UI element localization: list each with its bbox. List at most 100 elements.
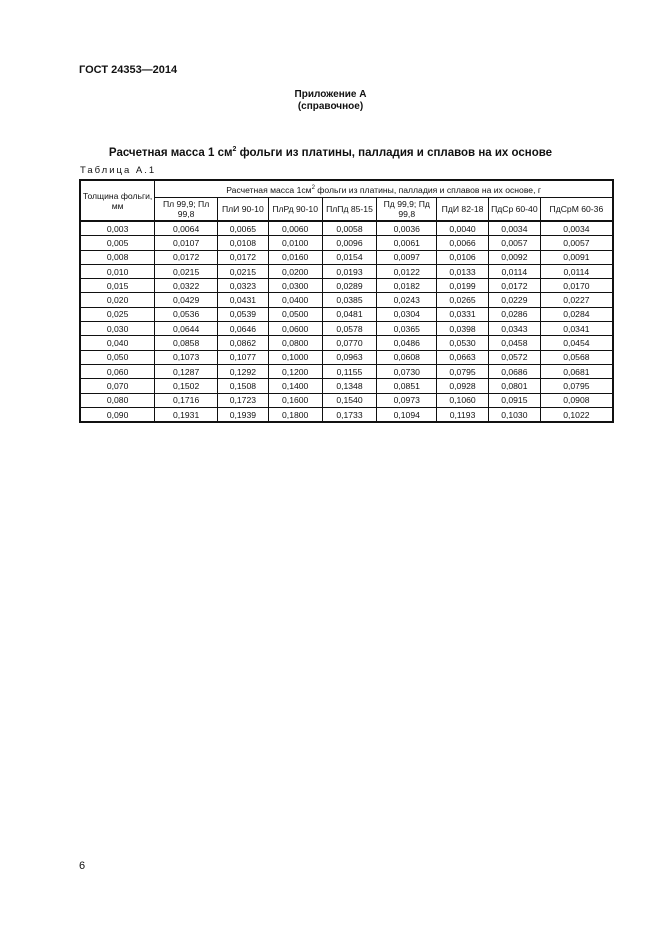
mass-cell: 0,0133 bbox=[436, 263, 489, 280]
mass-cell: 0,0227 bbox=[539, 292, 614, 308]
mass-cell: 0,0973 bbox=[376, 392, 438, 408]
mass-cell: 0,0800 bbox=[267, 335, 323, 351]
mass-cell: 0,1077 bbox=[216, 349, 269, 365]
mass-cell: 0,0096 bbox=[321, 235, 378, 251]
group-header-sup: 2 bbox=[311, 185, 315, 192]
thickness-cell: 0,005 bbox=[79, 235, 156, 251]
mass-cell: 0,0092 bbox=[487, 249, 541, 265]
mass-cell: 0,1094 bbox=[376, 406, 438, 423]
thickness-cell: 0,025 bbox=[79, 306, 156, 323]
thickness-cell: 0,070 bbox=[79, 378, 156, 394]
mass-cell: 0,0091 bbox=[539, 249, 614, 265]
mass-cell: 0,0795 bbox=[539, 378, 614, 394]
thickness-cell: 0,010 bbox=[79, 263, 156, 280]
mass-cell: 0,0572 bbox=[487, 349, 541, 365]
mass-cell: 0,0646 bbox=[216, 321, 269, 337]
mass-cell: 0,0066 bbox=[436, 235, 489, 251]
mass-cell: 0,0343 bbox=[487, 321, 541, 337]
mass-cell: 0,0323 bbox=[216, 278, 269, 294]
thickness-cell: 0,050 bbox=[79, 349, 156, 365]
table-title: Расчетная масса 1 см2 фольги из платины,… bbox=[0, 146, 661, 159]
table-row: 0,060 0,1287 0,1292 0,1200 0,1155 0,0730 0,079… bbox=[79, 363, 614, 380]
thickness-cell: 0,020 bbox=[79, 292, 156, 308]
mass-cell: 0,0284 bbox=[539, 306, 614, 323]
thickness-cell: 0,015 bbox=[79, 278, 156, 294]
mass-cell: 0,0331 bbox=[436, 306, 489, 323]
thickness-cell: 0,090 bbox=[79, 406, 156, 423]
mass-cell: 0,1073 bbox=[154, 349, 218, 365]
mass-cell: 0,0536 bbox=[154, 306, 218, 323]
column-header: ПлИ 90-10 bbox=[216, 197, 269, 222]
mass-cell: 0,1030 bbox=[487, 406, 541, 423]
mass-cell: 0,0122 bbox=[376, 263, 438, 280]
title-text: Расчетная масса 1 см bbox=[108, 146, 233, 159]
appendix-subtitle: (справочное) bbox=[297, 101, 364, 112]
mass-cell: 0,0458 bbox=[487, 335, 541, 351]
thickness-cell: 0,080 bbox=[79, 392, 156, 408]
mass-cell: 0,0160 bbox=[267, 249, 323, 265]
mass-cell: 0,0064 bbox=[154, 220, 218, 237]
thickness-header: Толщина фольги, мм bbox=[79, 179, 156, 222]
mass-cell: 0,0034 bbox=[487, 220, 541, 237]
table-row: 0,005 0,0107 0,0108 0,0100 0,0096 0,0061 0,006… bbox=[79, 235, 614, 251]
mass-cell: 0,0243 bbox=[376, 292, 438, 308]
mass-cell: 0,0114 bbox=[487, 263, 541, 280]
mass-cell: 0,0322 bbox=[154, 278, 218, 294]
mass-cell: 0,0600 bbox=[267, 321, 323, 337]
mass-cell: 0,1022 bbox=[539, 406, 614, 423]
column-header: Пд 99,9; Пд 99,8 bbox=[376, 197, 438, 222]
mass-cell: 0,0431 bbox=[216, 292, 269, 308]
thickness-cell: 0,060 bbox=[79, 363, 156, 380]
mass-cell: 0,0182 bbox=[376, 278, 438, 294]
table-row: 0,070 0,1502 0,1508 0,1400 0,1348 0,0851 0,092… bbox=[79, 378, 614, 394]
mass-cell: 0,0862 bbox=[216, 335, 269, 351]
mass-cell: 0,0568 bbox=[539, 349, 614, 365]
mass-cell: 0,0229 bbox=[487, 292, 541, 308]
thickness-cell: 0,040 bbox=[79, 335, 156, 351]
mass-cell: 0,0686 bbox=[487, 363, 541, 380]
column-header: ПдСрМ 60-36 bbox=[539, 197, 614, 222]
column-header: ПлПд 85-15 bbox=[321, 197, 378, 222]
mass-cell: 0,0539 bbox=[216, 306, 269, 323]
mass-cell: 0,0193 bbox=[321, 263, 378, 280]
mass-cell: 0,0795 bbox=[436, 363, 489, 380]
mass-cell: 0,0114 bbox=[539, 263, 614, 280]
table-row: 0,025 0,0536 0,0539 0,0500 0,0481 0,0304 0,033… bbox=[79, 306, 614, 323]
mass-cell: 0,0057 bbox=[539, 235, 614, 251]
mass-cell: 0,0289 bbox=[321, 278, 378, 294]
table-row: 0,020 0,0429 0,0431 0,0400 0,0385 0,0243 0,026… bbox=[79, 292, 614, 308]
mass-cell: 0,1716 bbox=[154, 392, 218, 408]
mass-cell: 0,0530 bbox=[436, 335, 489, 351]
mass-table: Толщина фольги, мм Расчетная масса 1см2 … bbox=[79, 179, 614, 424]
mass-cell: 0,1502 bbox=[154, 378, 218, 394]
mass-cell: 0,0385 bbox=[321, 292, 378, 308]
mass-cell: 0,0429 bbox=[154, 292, 218, 308]
group-header: Расчетная масса 1см2 фольги из платины, … bbox=[154, 179, 614, 198]
table-row: 0,030 0,0644 0,0646 0,0600 0,0578 0,0365 0,039… bbox=[79, 321, 614, 337]
mass-cell: 0,1348 bbox=[321, 378, 378, 394]
mass-cell: 0,0908 bbox=[539, 392, 614, 408]
mass-cell: 0,0400 bbox=[267, 292, 323, 308]
thickness-cell: 0,008 bbox=[79, 249, 156, 265]
mass-cell: 0,1400 bbox=[267, 378, 323, 394]
mass-cell: 0,1800 bbox=[267, 406, 323, 423]
mass-cell: 0,1723 bbox=[216, 392, 269, 408]
title-text-rest: фольги из платины, палладия и сплавов на… bbox=[236, 146, 553, 159]
mass-cell: 0,1193 bbox=[436, 406, 489, 423]
mass-cell: 0,0858 bbox=[154, 335, 218, 351]
mass-cell: 0,1600 bbox=[267, 392, 323, 408]
mass-cell: 0,0500 bbox=[267, 306, 323, 323]
mass-cell: 0,0608 bbox=[376, 349, 438, 365]
mass-cell: 0,0200 bbox=[267, 263, 323, 280]
mass-cell: 0,0454 bbox=[539, 335, 614, 351]
table-row: 0,050 0,1073 0,1077 0,1000 0,0963 0,0608 0,066… bbox=[79, 349, 614, 365]
mass-cell: 0,0681 bbox=[539, 363, 614, 380]
mass-cell: 0,0398 bbox=[436, 321, 489, 337]
mass-cell: 0,0730 bbox=[376, 363, 438, 380]
mass-cell: 0,0199 bbox=[436, 278, 489, 294]
mass-cell: 0,1287 bbox=[154, 363, 218, 380]
mass-cell: 0,0154 bbox=[321, 249, 378, 265]
mass-cell: 0,0215 bbox=[154, 263, 218, 280]
table-row: 0,040 0,0858 0,0862 0,0800 0,0770 0,0486 0,053… bbox=[79, 335, 614, 351]
table-label: Таблица А.1 bbox=[80, 165, 157, 176]
